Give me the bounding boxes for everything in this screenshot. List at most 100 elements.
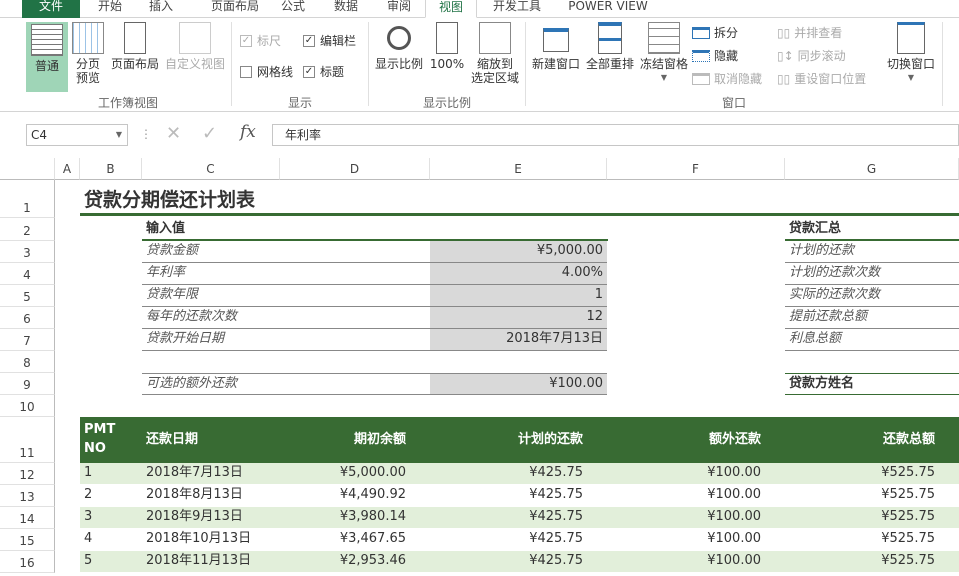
table-header-5[interactable]: 还款总额 (882, 432, 935, 447)
input-value[interactable]: 2018年7月13日 (430, 329, 607, 351)
table-cell[interactable]: ¥5,000.00 (339, 465, 406, 480)
new-window-button[interactable]: 新建窗口 (530, 22, 582, 71)
enter-icon[interactable]: ✓ (202, 123, 218, 144)
extra-payment-label[interactable]: 可选的额外还款 (142, 373, 430, 395)
ruler-checkbox[interactable]: ✓ 标尺 (240, 34, 282, 48)
table-cell[interactable]: ¥525.75 (881, 531, 935, 546)
table-cell[interactable]: ¥425.75 (529, 509, 583, 524)
table-cell[interactable]: ¥100.00 (707, 487, 761, 502)
synchronous-scrolling-button[interactable]: ▯↕ 同步滚动 (777, 48, 846, 64)
inputs-header[interactable]: 输入值 (146, 221, 186, 236)
table-header-3[interactable]: 计划的还款 (517, 432, 583, 447)
unhide-button[interactable]: 取消隐藏 (692, 70, 762, 87)
table-cell[interactable]: ¥100.00 (707, 509, 761, 524)
zoom-to-selection-button[interactable]: 缩放到 选定区域 (468, 22, 522, 85)
row-header-5[interactable]: 5 (0, 285, 55, 307)
input-label[interactable]: 贷款年限 (142, 285, 430, 307)
table-cell[interactable]: ¥100.00 (707, 465, 761, 480)
table-cell[interactable]: ¥525.75 (881, 465, 935, 480)
row-header-9[interactable]: 9 (0, 373, 55, 395)
view-side-by-side-button[interactable]: ▯▯ 并排查看 (777, 25, 843, 41)
column-header-E[interactable]: E (430, 158, 607, 180)
row-header-8[interactable]: 8 (0, 351, 55, 373)
headings-checkbox[interactable]: ✓ 标题 (303, 65, 345, 79)
input-label[interactable]: 贷款金额 (142, 241, 430, 263)
column-header-D[interactable]: D (280, 158, 430, 180)
table-cell[interactable]: 2018年10月13日 (146, 531, 252, 546)
row-header-12[interactable]: 12 (0, 463, 55, 485)
table-cell[interactable]: ¥100.00 (707, 553, 761, 568)
tab-7[interactable]: 视图 (425, 0, 477, 18)
row-header-1[interactable]: 1 (0, 180, 55, 218)
row-header-7[interactable]: 7 (0, 329, 55, 351)
tab-0[interactable]: 文件 (22, 0, 80, 18)
table-cell[interactable]: ¥525.75 (881, 509, 935, 524)
insert-function-icon[interactable]: fx (240, 122, 256, 142)
tab-3[interactable]: 页面布局 (210, 0, 259, 13)
page-layout-button[interactable]: 页面布局 (108, 22, 162, 71)
input-label[interactable]: 贷款开始日期 (142, 329, 430, 351)
summary-label[interactable]: 利息总额 (785, 329, 959, 351)
table-cell[interactable]: ¥425.75 (529, 531, 583, 546)
table-cell[interactable]: 3 (84, 509, 93, 524)
table-cell[interactable]: ¥3,467.65 (339, 531, 406, 546)
row-header-3[interactable]: 3 (0, 241, 55, 263)
arrange-all-button[interactable]: 全部重排 (584, 22, 636, 71)
select-all-corner[interactable] (0, 158, 55, 180)
input-value[interactable]: ¥5,000.00 (430, 241, 607, 263)
table-cell[interactable]: ¥425.75 (529, 553, 583, 568)
zoom-100-button[interactable]: 100% (428, 22, 466, 71)
name-box[interactable]: C4 ▼ (26, 124, 128, 146)
table-header-2[interactable]: 期初余额 (353, 432, 406, 447)
table-cell[interactable]: 2018年9月13日 (146, 509, 243, 524)
row-header-14[interactable]: 14 (0, 507, 55, 529)
tab-6[interactable]: 审阅 (386, 0, 411, 13)
table-cell[interactable]: ¥2,953.46 (339, 553, 406, 568)
column-header-F[interactable]: F (607, 158, 785, 180)
summary-label[interactable]: 提前还款总额 (785, 307, 959, 329)
cancel-icon[interactable]: ✕ (166, 123, 182, 144)
formula-input[interactable]: 年利率 (272, 124, 959, 146)
row-header-2[interactable]: 2 (0, 218, 55, 241)
table-cell[interactable]: ¥425.75 (529, 487, 583, 502)
tab-9[interactable]: POWER VIEW (568, 0, 648, 13)
input-value[interactable]: 4.00% (430, 263, 607, 285)
custom-views-button[interactable]: 自定义视图 (163, 22, 227, 71)
tab-8[interactable]: 开发工具 (492, 0, 541, 13)
input-label[interactable]: 每年的还款次数 (142, 307, 430, 329)
tab-2[interactable]: 插入 (148, 0, 173, 13)
row-header-15[interactable]: 15 (0, 529, 55, 551)
table-cell[interactable]: ¥525.75 (881, 487, 935, 502)
row-header-16[interactable]: 16 (0, 551, 55, 573)
row-header-11[interactable]: 11 (0, 417, 55, 463)
summary-header[interactable]: 贷款汇总 (789, 221, 842, 236)
table-cell[interactable]: ¥425.75 (529, 465, 583, 480)
table-header-0[interactable]: PMT NO (84, 422, 116, 456)
summary-label[interactable]: 实际的还款次数 (785, 285, 959, 307)
table-cell[interactable]: 1 (84, 465, 93, 480)
hide-button[interactable]: 隐藏 (692, 47, 738, 64)
row-header-6[interactable]: 6 (0, 307, 55, 329)
input-value[interactable]: 12 (430, 307, 607, 329)
lender-name-label[interactable]: 贷款方姓名 (785, 373, 959, 395)
table-cell[interactable]: ¥3,980.14 (339, 509, 406, 524)
column-header-C[interactable]: C (142, 158, 280, 180)
input-value[interactable]: 1 (430, 285, 607, 307)
normal-view-button[interactable]: 普通 (26, 22, 68, 92)
reset-window-position-button[interactable]: ▯▯ 重设窗口位置 (777, 71, 867, 87)
column-header-A[interactable]: A (55, 158, 80, 180)
column-header-B[interactable]: B (80, 158, 142, 180)
table-cell[interactable]: 2018年7月13日 (146, 465, 243, 480)
input-label[interactable]: 年利率 (142, 263, 430, 285)
split-button[interactable]: 拆分 (692, 24, 738, 41)
formula-bar-checkbox[interactable]: ✓ 编辑栏 (303, 34, 357, 48)
table-header-1[interactable]: 还款日期 (146, 432, 199, 447)
row-header-4[interactable]: 4 (0, 263, 55, 285)
table-cell[interactable]: 2 (84, 487, 93, 502)
extra-payment-value[interactable]: ¥100.00 (430, 373, 607, 395)
table-cell[interactable]: ¥525.75 (881, 553, 935, 568)
table-cell[interactable]: 4 (84, 531, 93, 546)
table-cell[interactable]: ¥100.00 (707, 531, 761, 546)
table-cell[interactable]: 2018年8月13日 (146, 487, 243, 502)
page-break-preview-button[interactable]: 分页 预览 (70, 22, 106, 85)
